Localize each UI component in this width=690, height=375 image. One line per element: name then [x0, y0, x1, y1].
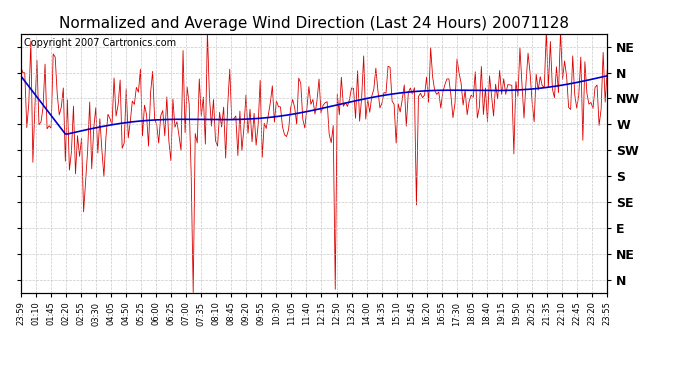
Title: Normalized and Average Wind Direction (Last 24 Hours) 20071128: Normalized and Average Wind Direction (L…	[59, 16, 569, 31]
Text: Copyright 2007 Cartronics.com: Copyright 2007 Cartronics.com	[23, 38, 176, 48]
